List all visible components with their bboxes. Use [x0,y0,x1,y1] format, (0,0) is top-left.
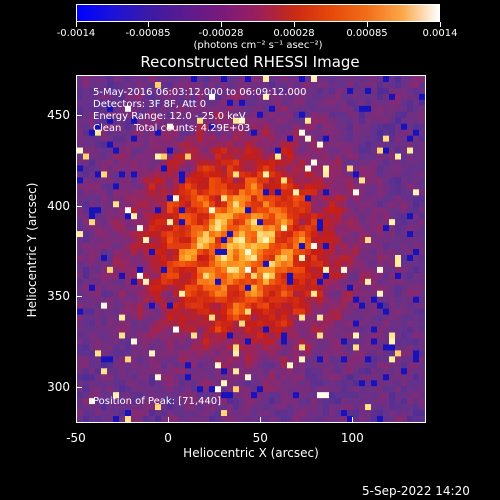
image-plot[interactable]: 5-May-2016 06:03:12.000 to 06:09:12.000 … [76,75,426,423]
y-tick-mark [76,114,82,116]
colorbar-tick [221,22,222,27]
colorbar-units: (photons cm⁻² s⁻¹ asec⁻²) [193,40,323,51]
time-range-annotation: 5-May-2016 06:03:12.000 to 06:09:12.000 [93,87,307,98]
x-tick-mark [76,417,77,423]
colorbar [76,4,440,22]
x-tick-mark [352,417,354,423]
colorbar-tick [148,22,149,27]
colorbar-tick-label: 0.0014 [422,28,458,39]
colorbar-tick-label: 0.00028 [273,28,315,39]
energy-range-annotation: Energy Range: 12.0 - 25.0 keV [93,111,246,122]
x-tick-mark [260,417,262,423]
y-tick-label: 350 [47,289,70,304]
y-tick-label: 450 [47,107,70,122]
x-tick-mark [168,417,170,423]
x-tick-label: 100 [340,431,364,445]
colorbar-tick-label: -0.00085 [125,28,171,39]
plot-title: Reconstructed RHESSI Image [140,53,360,71]
x-axis-label: Heliocentric X (arcsec) [183,446,319,460]
peak-position-annotation: Position of Peak: [71,440] [93,396,222,407]
clean-counts-annotation: Clean Total counts: 4.29E+03 [93,123,251,134]
detectors-annotation: Detectors: 3F 8F, Att 0 [93,99,207,110]
y-tick-label: 300 [47,379,70,394]
y-tick-mark [76,296,82,298]
y-tick-mark [76,386,82,388]
y-tick-label: 400 [47,198,70,213]
colorbar-tick [367,22,368,27]
x-tick-label: 50 [252,431,268,445]
heatmap-image [77,76,425,422]
y-tick-mark [76,205,82,207]
timestamp: 5-Sep-2022 14:20 [362,484,470,498]
x-tick-label: 0 [164,431,172,445]
colorbar-tick-label: 0.00085 [346,28,388,39]
colorbar-tick-label: -0.00028 [198,28,244,39]
colorbar-tick [440,22,441,27]
colorbar-tick [76,22,77,27]
colorbar-tick-label: -0.0014 [56,28,96,39]
y-axis-label: Heliocentric Y (arcsec) [25,182,39,318]
colorbar-tick [294,22,295,27]
x-tick-label: -50 [66,431,86,445]
